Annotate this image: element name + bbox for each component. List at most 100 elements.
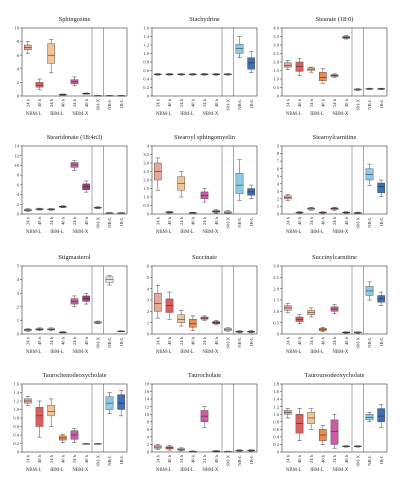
- x-tick-label: 24 h: [179, 98, 184, 107]
- x-tick-label: 24 h: [285, 336, 290, 345]
- x-tick-label: 48 h: [297, 216, 302, 225]
- y-tick-label: 3.5: [273, 34, 279, 39]
- x-tick-label: NB-L: [367, 99, 372, 110]
- x-tick-label: 24 h: [202, 216, 207, 225]
- y-tick-label: 6: [17, 182, 20, 187]
- x-tick-label: NB-L: [237, 99, 242, 110]
- y-tick-label: 2.0: [273, 286, 279, 291]
- group-label: IBM-L: [310, 468, 324, 473]
- y-tick-label: 8: [17, 173, 20, 178]
- x-tick-label: 24 h: [72, 216, 77, 225]
- group-label: IBM-L: [50, 468, 64, 473]
- group-label: NBM-L: [156, 350, 172, 355]
- chart-panel: Taurocholate 0 2 4 6 8 10 12 14 16 18 24 h 48 h 24 h 4…: [144, 372, 258, 473]
- y-tick-label: 0: [147, 450, 150, 455]
- y-tick-label: 2.5: [143, 169, 149, 174]
- x-tick-label: SM-X: [95, 98, 100, 110]
- x-tick-label: 48 h: [190, 216, 195, 225]
- x-tick-label: NB-L: [107, 99, 112, 110]
- x-tick-label: 24 h: [49, 216, 54, 225]
- box-iqr: [24, 44, 32, 50]
- y-tick-label: 0: [17, 450, 20, 455]
- x-tick-label: 24 h: [202, 454, 207, 463]
- y-tick-label: 0: [17, 212, 20, 217]
- y-tick-label: 10: [14, 26, 19, 31]
- x-tick-label: NB-L: [367, 455, 372, 466]
- x-tick-label: 24 h: [49, 336, 54, 345]
- group-label: NBM-L: [26, 350, 42, 355]
- group-label: NBM-L: [286, 230, 302, 235]
- plot-frame: [21, 145, 128, 215]
- box-iqr: [189, 319, 197, 328]
- x-tick-label: 24 h: [332, 216, 337, 225]
- y-tick-label: 4: [17, 66, 20, 71]
- chart-panel: Stearoylcarnitine 0 1 2 3 4 5 6 7 8 9 24 h 48 h 24 h 4…: [277, 134, 388, 235]
- x-tick-label: NB-L: [107, 217, 112, 228]
- x-tick-label: IB-L: [119, 99, 124, 108]
- y-tick-label: 3.0: [273, 43, 279, 48]
- chart-panel: Stearoyl sphingomyelin 0 0.5 1.0 1.5 2.0 2.5 3.…: [143, 134, 258, 235]
- x-tick-label: 48 h: [37, 216, 42, 225]
- chart-title: Succinate: [192, 254, 217, 261]
- group-label: NBM-X: [72, 230, 89, 235]
- plot-frame: [21, 265, 128, 335]
- y-tick-label: 0.2: [143, 85, 149, 90]
- x-tick-label: 48 h: [320, 454, 325, 463]
- x-tick-label: 48 h: [60, 336, 65, 345]
- group-label: IBM-L: [180, 230, 194, 235]
- group-label: IBM-L: [310, 112, 324, 117]
- x-tick-label: 48 h: [167, 98, 172, 107]
- x-tick-label: 48 h: [37, 336, 42, 345]
- y-tick-label: 14: [14, 144, 19, 149]
- y-tick-label: 2: [147, 309, 150, 314]
- x-tick-label: 48 h: [214, 454, 219, 463]
- x-tick-label: SM-X: [95, 216, 100, 228]
- group-label: NBM-L: [156, 230, 172, 235]
- y-tick-label: 0: [277, 94, 280, 99]
- y-tick-label: 0.8: [13, 416, 19, 421]
- chart-title: Stachydrine: [189, 16, 220, 23]
- y-tick-label: 2: [147, 442, 150, 447]
- x-tick-label: 48 h: [190, 98, 195, 107]
- x-tick-label: IB-L: [379, 455, 384, 464]
- x-tick-label: IB-L: [379, 99, 384, 108]
- group-label: IBM-L: [50, 112, 64, 117]
- y-tick-label: 3: [17, 291, 20, 296]
- x-tick-label: NB-L: [367, 217, 372, 228]
- box-iqr: [177, 314, 185, 323]
- x-tick-label: 24 h: [155, 336, 160, 345]
- plot-frame: [21, 27, 128, 97]
- y-tick-label: 0.4: [273, 434, 279, 439]
- plot-frame: [281, 145, 388, 215]
- x-tick-label: 24 h: [155, 98, 160, 107]
- x-tick-label: IB-L: [119, 337, 124, 346]
- group-label: IBM-L: [50, 350, 64, 355]
- chart-title: Stearidonate (18:4n3): [47, 134, 103, 141]
- x-tick-label: SM-X: [355, 336, 360, 348]
- chart-panel: Stearidonate (18:4n3) 0 2 4 6 8 10 12 14 24 h 48 h…: [14, 134, 128, 235]
- x-tick-label: 48 h: [167, 454, 172, 463]
- group-label: IBM-L: [180, 350, 194, 355]
- x-tick-label: 24 h: [155, 216, 160, 225]
- y-tick-label: 0.2: [13, 441, 19, 446]
- y-tick-label: 3: [147, 298, 150, 303]
- y-tick-label: 0: [147, 94, 150, 99]
- x-tick-label: 24 h: [202, 98, 207, 107]
- x-tick-label: SM-X: [225, 454, 230, 466]
- y-tick-label: 2: [277, 196, 280, 201]
- x-tick-label: 48 h: [84, 216, 89, 225]
- chart-title: Taurochenodeoxycholate: [42, 372, 106, 379]
- x-tick-label: 24 h: [72, 98, 77, 107]
- x-tick-label: 24 h: [332, 336, 337, 345]
- x-tick-label: 48 h: [344, 216, 349, 225]
- y-tick-label: 0.6: [143, 68, 149, 73]
- y-tick-label: 0: [277, 332, 280, 337]
- x-tick-label: 48 h: [297, 336, 302, 345]
- y-tick-label: 9: [277, 144, 280, 149]
- x-tick-label: 24 h: [179, 454, 184, 463]
- x-tick-label: 24 h: [25, 454, 30, 463]
- y-tick-label: 0: [277, 212, 280, 217]
- group-label: NBM-L: [26, 112, 42, 117]
- y-tick-label: 2: [17, 202, 20, 207]
